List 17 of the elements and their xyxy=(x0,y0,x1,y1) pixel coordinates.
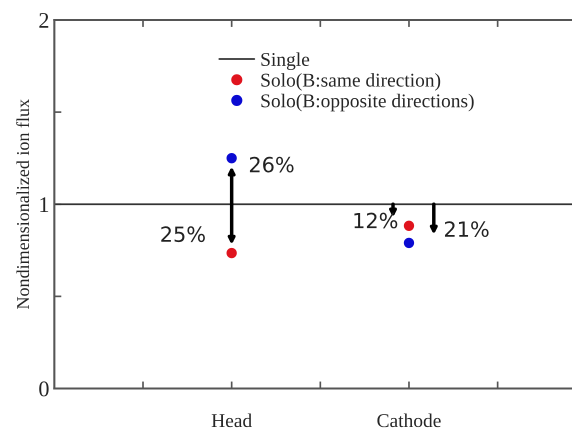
annotation: 25% xyxy=(161,226,205,242)
point xyxy=(226,153,237,164)
annotation: 12% xyxy=(354,212,398,228)
point xyxy=(404,220,414,231)
annotation: 21% xyxy=(444,221,489,238)
y-tick-label: 1 xyxy=(40,197,48,212)
x-tick-label: Cathode xyxy=(377,414,441,428)
legend-label: Solo(B:same direction) xyxy=(261,73,440,91)
annotation: 26% xyxy=(250,156,294,173)
legend-label: Solo(B:opposite directions) xyxy=(261,94,474,112)
x-tick-label: Head xyxy=(212,414,252,428)
point xyxy=(404,238,414,248)
y-tick-label: 0 xyxy=(39,381,49,396)
point xyxy=(226,248,237,258)
legend-label: Single xyxy=(261,52,310,70)
y-tick-label: 2 xyxy=(39,12,48,28)
y-axis-title: Nondimensionalized ion flux xyxy=(16,99,30,310)
